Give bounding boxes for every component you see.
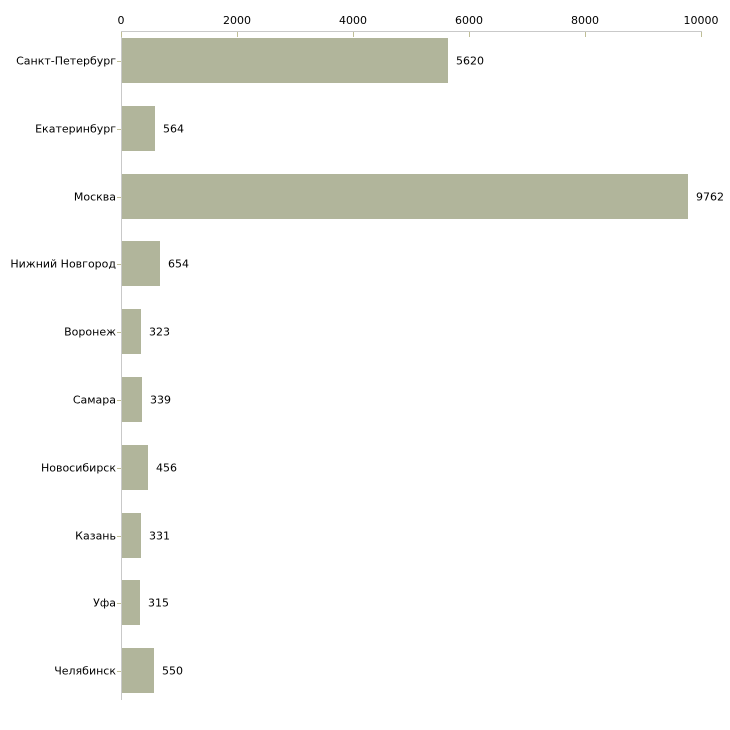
x-tick-mark	[469, 32, 470, 37]
y-tick-mark	[117, 197, 121, 198]
y-tick-mark	[117, 61, 121, 62]
x-tick-mark	[121, 32, 122, 37]
value-label: 456	[156, 461, 177, 474]
category-label: Нижний Новгород	[10, 257, 116, 270]
y-tick-mark	[117, 603, 121, 604]
x-tick-mark	[353, 32, 354, 37]
bar	[122, 174, 688, 219]
category-label: Екатеринбург	[35, 122, 116, 135]
y-tick-mark	[117, 332, 121, 333]
bar	[122, 648, 154, 693]
x-tick-label: 4000	[339, 14, 367, 27]
bar	[122, 513, 141, 558]
value-label: 339	[150, 393, 171, 406]
category-label: Новосибирск	[40, 461, 116, 474]
y-tick-mark	[117, 129, 121, 130]
category-label: Уфа	[93, 596, 116, 609]
category-label: Челябинск	[54, 664, 116, 677]
y-axis-line	[121, 31, 122, 700]
value-label: 5620	[456, 54, 484, 67]
y-tick-mark	[117, 468, 121, 469]
value-label: 9762	[696, 190, 724, 203]
bar	[122, 309, 141, 354]
bar	[122, 580, 140, 625]
y-tick-mark	[117, 264, 121, 265]
x-tick-mark	[701, 32, 702, 37]
value-label: 331	[149, 529, 170, 542]
category-label: Санкт-Петербург	[16, 54, 116, 67]
bar	[122, 38, 448, 83]
x-tick-label: 10000	[683, 14, 719, 27]
x-tick-label: 8000	[571, 14, 599, 27]
x-tick-label: 0	[117, 14, 125, 27]
bar	[122, 377, 142, 422]
value-label: 323	[149, 325, 170, 338]
category-label: Самара	[72, 393, 116, 406]
value-label: 654	[168, 257, 189, 270]
x-tick-label: 2000	[223, 14, 251, 27]
category-label: Воронеж	[64, 325, 116, 338]
bar	[122, 445, 148, 490]
y-tick-mark	[117, 536, 121, 537]
category-label: Казань	[75, 529, 116, 542]
y-tick-mark	[117, 671, 121, 672]
category-label: Москва	[73, 190, 116, 203]
x-tick-label: 6000	[455, 14, 483, 27]
bar	[122, 106, 155, 151]
value-label: 550	[162, 664, 183, 677]
bar	[122, 241, 160, 286]
y-tick-mark	[117, 400, 121, 401]
x-axis-line	[121, 31, 702, 32]
x-tick-mark	[237, 32, 238, 37]
x-tick-mark	[585, 32, 586, 37]
value-label: 315	[148, 596, 169, 609]
value-label: 564	[163, 122, 184, 135]
